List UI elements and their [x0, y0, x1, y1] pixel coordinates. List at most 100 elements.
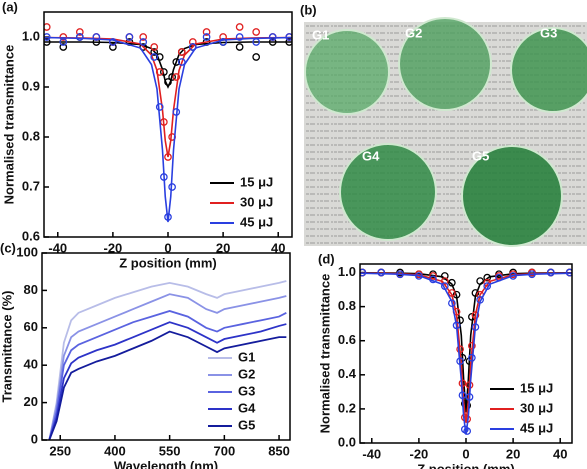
- legend-label: 45 μJ: [520, 420, 553, 435]
- panel-label: (b): [300, 2, 317, 17]
- x-tick-label: 0: [462, 446, 469, 461]
- legend-label: 30 μJ: [240, 194, 273, 209]
- data-point: [458, 391, 467, 400]
- data-point: [160, 68, 168, 76]
- data-point: [495, 273, 503, 282]
- data-point: [456, 345, 464, 354]
- data-point: [139, 38, 148, 46]
- data-point: [440, 272, 449, 280]
- y-tick-label: 0.2: [338, 400, 356, 415]
- sample-label: G2: [405, 25, 422, 40]
- data-point: [429, 275, 437, 284]
- data-point: [59, 38, 68, 46]
- data-point: [546, 268, 555, 277]
- y-axis-title: Normalised transmittance: [317, 274, 332, 434]
- data-point: [252, 28, 261, 36]
- data-point: [476, 295, 484, 304]
- data-point: [44, 38, 51, 46]
- data-point: [448, 299, 456, 308]
- data-point: [139, 43, 148, 51]
- data-point: [471, 289, 480, 297]
- x-axis-title: Wavelength (nm): [114, 458, 218, 469]
- data-point: [483, 278, 492, 287]
- y-axis-title: Normalised transmittance: [1, 45, 16, 205]
- y-tick-label: 80: [24, 282, 38, 297]
- x-tick-label: 40: [553, 446, 567, 461]
- data-point: [235, 33, 244, 41]
- data-point: [360, 268, 367, 277]
- plot-area: [360, 268, 572, 435]
- data-point: [440, 282, 449, 291]
- data-point: [44, 23, 51, 31]
- x-axis-title: Z position (mm): [417, 461, 515, 469]
- data-point: [164, 213, 172, 221]
- data-point: [75, 33, 84, 41]
- line: [48, 293, 287, 440]
- x-tick-label: 400: [104, 443, 126, 458]
- line: [360, 272, 572, 413]
- panel-label: (c): [0, 240, 16, 255]
- y-tick-label: 0.7: [22, 178, 40, 193]
- data-point: [448, 278, 456, 287]
- data-point: [164, 78, 172, 86]
- data-point: [202, 28, 211, 36]
- data-point: [139, 33, 148, 41]
- sample-label: G4: [362, 148, 380, 163]
- data-point: [168, 183, 176, 191]
- data-point: [471, 323, 480, 331]
- data-point: [468, 353, 476, 362]
- sample-label: G3: [540, 25, 557, 40]
- x-tick-label: -40: [362, 446, 381, 461]
- data-point: [75, 28, 84, 36]
- y-tick-label: 1.0: [22, 28, 40, 43]
- data-point: [476, 277, 484, 285]
- line: [48, 280, 287, 440]
- x-tick-label: 550: [159, 443, 181, 458]
- data-point: [468, 341, 476, 350]
- y-tick-label: 0.0: [338, 434, 356, 449]
- data-point: [125, 33, 134, 41]
- x-tick-label: 250: [49, 443, 71, 458]
- legend-label: 15 μJ: [240, 174, 273, 189]
- data-point: [483, 282, 492, 291]
- data-point: [172, 58, 181, 66]
- y-tick-label: 1.0: [338, 264, 356, 279]
- data-point: [268, 38, 277, 46]
- data-point: [109, 38, 117, 46]
- y-tick-label: 0.8: [338, 298, 356, 313]
- data-point: [188, 38, 197, 46]
- data-point: [396, 270, 404, 279]
- data-point: [440, 277, 449, 285]
- y-tick-label: 40: [24, 357, 38, 372]
- data-point: [456, 357, 464, 366]
- legend-label: 45 μJ: [240, 214, 273, 229]
- x-tick-label: -40: [48, 240, 67, 255]
- data-point: [252, 38, 261, 46]
- line: [48, 330, 287, 440]
- data-point: [92, 33, 101, 41]
- legend-label: G3: [238, 383, 255, 398]
- data-point: [235, 23, 244, 31]
- data-point: [177, 58, 186, 66]
- line: [44, 41, 292, 89]
- data-point: [172, 108, 181, 116]
- x-tick-label: -20: [103, 240, 122, 255]
- y-tick-label: 0.6: [338, 332, 356, 347]
- plot-frame: [359, 263, 573, 444]
- data-point: [285, 38, 292, 46]
- plot-area: [44, 23, 292, 223]
- x-tick-label: 700: [214, 443, 236, 458]
- x-tick-label: 20: [216, 240, 230, 255]
- x-axis-title: Z position (mm): [119, 255, 217, 270]
- y-tick-label: 0: [31, 431, 38, 446]
- data-point: [471, 311, 480, 319]
- sample-label: G5: [472, 148, 489, 163]
- y-tick-label: 0.6: [22, 228, 40, 243]
- data-point: [188, 43, 197, 51]
- data-point: [150, 43, 159, 51]
- data-point: [172, 73, 181, 81]
- y-tick-label: 20: [24, 394, 38, 409]
- data-point: [168, 73, 176, 81]
- line: [48, 310, 287, 440]
